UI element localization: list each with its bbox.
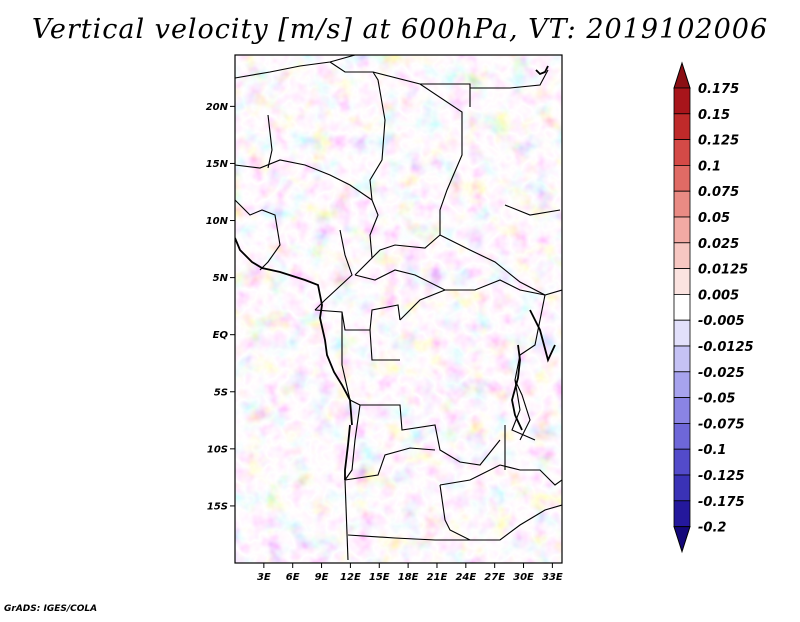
coastline [235,65,556,480]
lon-tick-label: 15E [369,572,390,583]
colorbar-label: 0.025 [698,237,739,252]
country-borders [235,55,562,561]
colorbar-label: -0.005 [698,314,745,329]
colorbar-label: 0.05 [698,211,730,226]
colorbar-label: 0.125 [698,134,739,149]
colorbar: 0.175 0.15 0.125 0.1 0.075 0.05 0.025 0.0125 0.0… [673,61,754,554]
colorbar-label: 0.175 [698,82,739,97]
map-frame [234,54,563,564]
lon-tick-label: 12E [340,572,361,583]
latitude-axis: 20N 15N 10N 5N EQ 5S 10S 15S [206,102,235,512]
colorbar-label: 0.0125 [698,263,748,278]
colorbar-swatch [673,371,691,398]
colorbar-label: -0.1 [698,443,726,458]
colorbar-label: -0.125 [698,469,745,484]
colorbar-top-arrow [673,61,691,89]
lon-tick-label: 9E [315,572,329,583]
colorbar-swatch [673,448,691,476]
colorbar-swatch [673,474,691,502]
colorbar-label: -0.05 [698,392,735,407]
colorbar-swatch [673,113,691,141]
colorbar-swatch [673,293,691,321]
longitude-axis: 3E 6E 9E 12E 15E 18E 21E 24E 27E 30E 33E [257,563,563,583]
colorbar-label: -0.175 [698,495,745,510]
colorbar-swatch [673,216,691,244]
lat-tick-label: 10S [207,444,228,455]
colorbar-label: 0.1 [698,159,721,174]
colorbar-label: -0.075 [698,417,745,432]
lat-tick-label: 5S [214,387,228,398]
colorbar-swatch [673,500,691,527]
lon-tick-label: 30E [513,572,534,583]
lat-tick-label: 5N [213,273,229,284]
colorbar-swatch [673,319,691,347]
lat-tick-label: 15N [206,159,229,170]
colorbar-swatch [673,422,691,450]
colorbar-swatch [673,87,691,115]
lon-tick-label: 6E [286,572,300,583]
lat-tick-label: 10N [206,216,229,227]
lon-tick-label: 27E [484,572,505,583]
lat-tick-label: 20N [206,102,229,113]
colorbar-label: 0.005 [698,288,739,303]
colorbar-swatch [673,190,691,218]
colorbar-label: -0.025 [698,366,745,381]
colorbar-label: 0.075 [698,185,739,200]
colorbar-swatch [673,139,691,166]
chart-title: Vertical velocity [m/s] at 600hPa, VT: 2… [31,14,769,45]
lon-tick-label: 24E [455,572,476,583]
lon-tick-label: 33E [542,572,563,583]
lat-tick-label: EQ [213,330,229,341]
colorbar-swatch [673,397,691,424]
colorbar-swatch [673,345,691,373]
lat-tick-label: 15S [207,501,228,512]
lon-tick-label: 21E [427,572,448,583]
lon-tick-label: 18E [398,572,419,583]
colorbar-swatch [673,242,691,270]
colorbar-swatch [673,268,691,295]
lon-tick-label: 3E [257,572,271,583]
colorbar-label: -0.0125 [698,340,754,355]
colorbar-bottom-arrow [673,526,691,554]
colorbar-label: -0.2 [698,521,726,536]
colorbar-label: 0.15 [698,108,730,123]
colorbar-swatch [673,164,691,192]
grads-credit: GrADS: IGES/COLA [4,604,98,614]
